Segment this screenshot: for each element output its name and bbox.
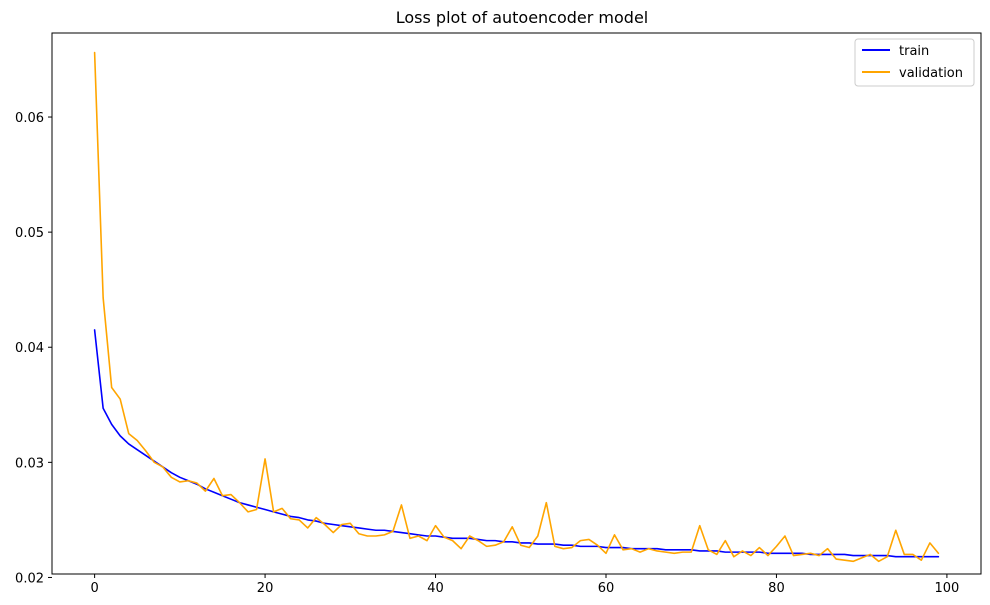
y-axis-ticks: 0.02 0.03 0.04 0.05 0.06 bbox=[15, 111, 52, 586]
x-tick-label: 20 bbox=[257, 581, 274, 596]
plot-lines bbox=[93, 51, 940, 563]
series-line-validation bbox=[93, 51, 940, 563]
y-tick-label: 0.04 bbox=[15, 341, 44, 356]
x-tick-label: 100 bbox=[934, 581, 959, 596]
x-tick-label: 0 bbox=[90, 581, 98, 596]
y-tick-label: 0.05 bbox=[15, 226, 44, 241]
x-tick-label: 40 bbox=[427, 581, 444, 596]
series-line-train bbox=[93, 329, 940, 558]
legend: train validation bbox=[854, 38, 975, 87]
y-tick-label: 0.03 bbox=[15, 456, 44, 471]
x-axis-ticks: 0 20 40 60 80 100 bbox=[90, 574, 959, 596]
y-tick-label: 0.02 bbox=[15, 571, 44, 586]
chart-title: Loss plot of autoencoder model bbox=[396, 8, 649, 27]
plot-frame bbox=[51, 32, 982, 575]
y-tick-label: 0.06 bbox=[15, 111, 44, 126]
legend-label-validation: validation bbox=[899, 66, 963, 81]
x-tick-label: 60 bbox=[598, 581, 615, 596]
legend-label-train: train bbox=[899, 44, 929, 59]
x-tick-label: 80 bbox=[768, 581, 785, 596]
